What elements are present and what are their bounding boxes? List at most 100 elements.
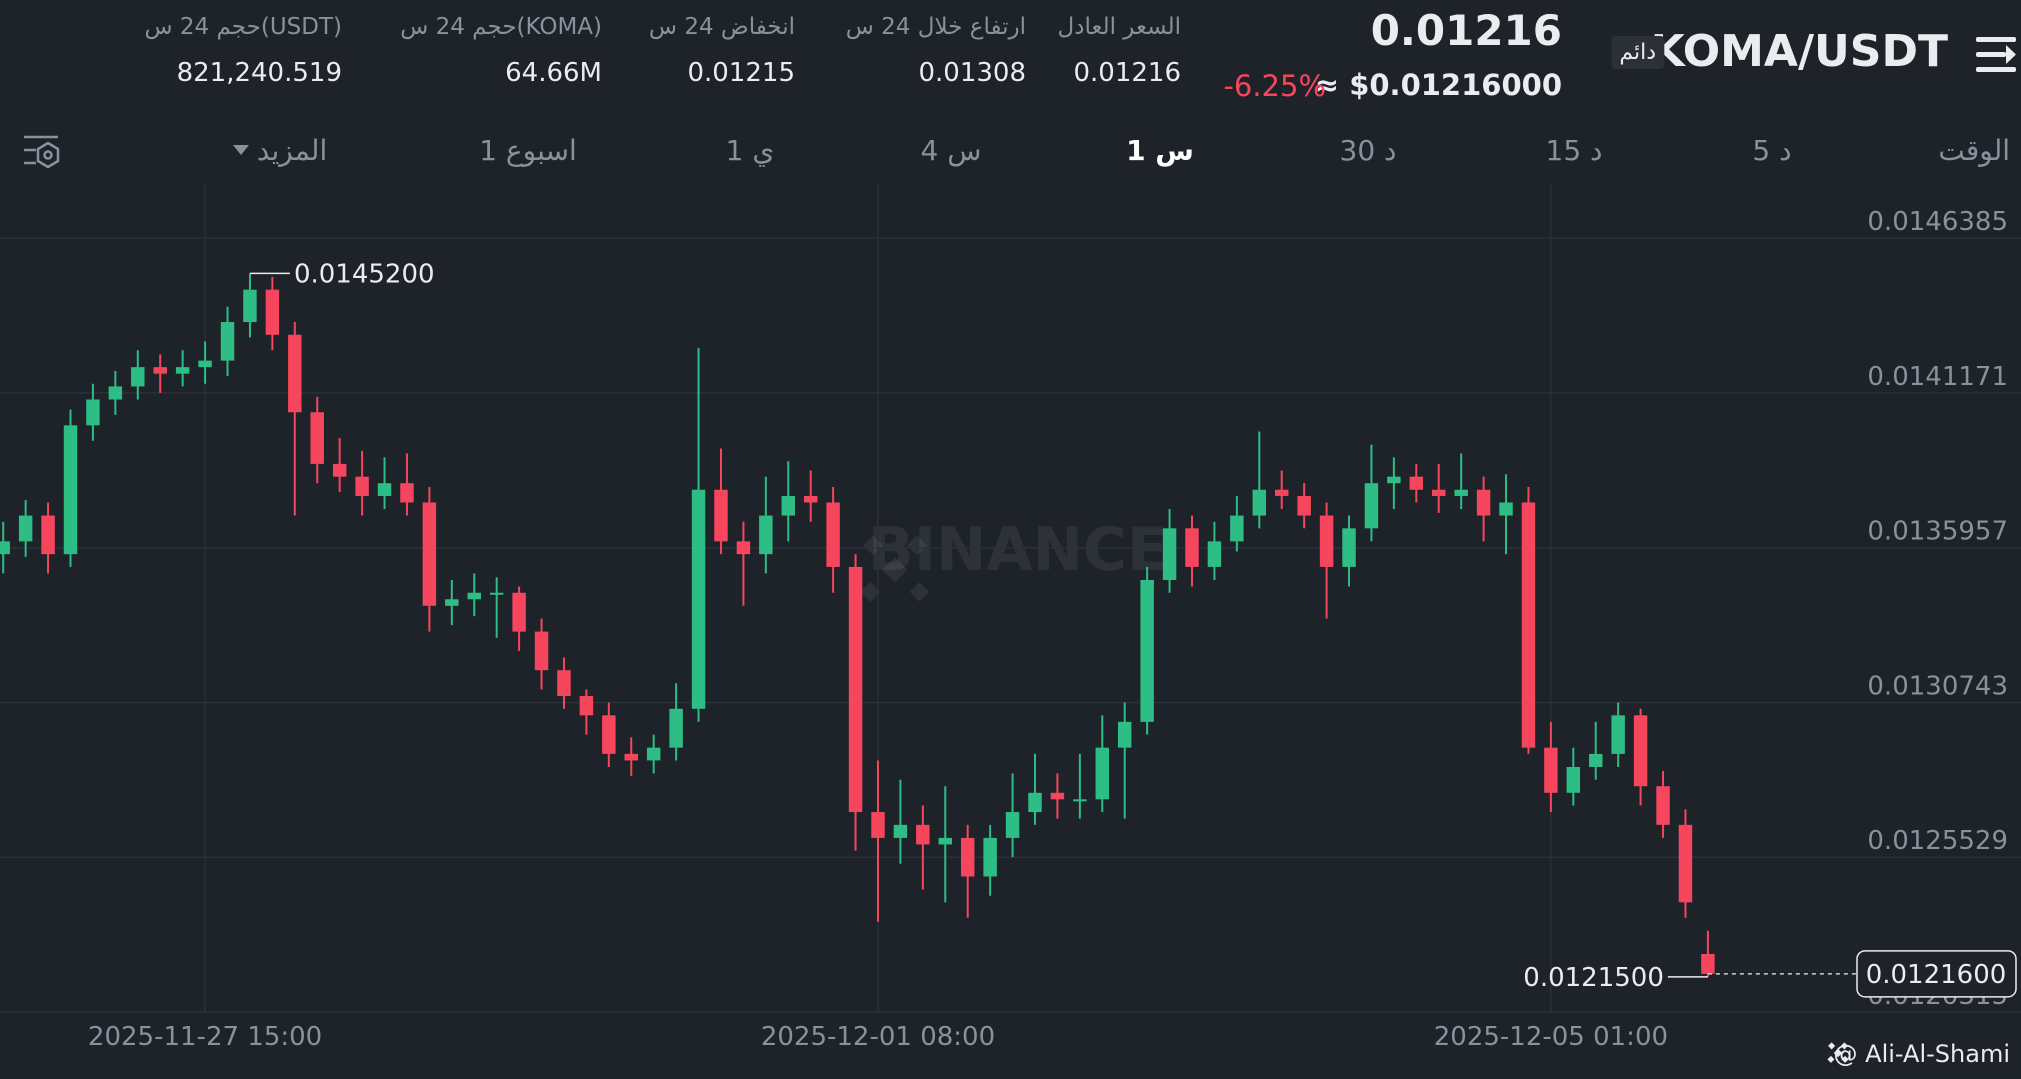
stat-value: 0.01308 [918,58,1026,88]
candle-body [265,289,280,335]
candle-body [86,399,100,426]
price-change: -6.25% [1223,69,1326,103]
candle-body [759,515,773,555]
annotation-label: 0.0121500 [1523,963,1664,993]
timeframe-tab[interactable]: 1 س [1126,134,1194,167]
plot [0,273,1715,977]
candle-body [1633,715,1648,787]
candle-body [714,489,728,542]
candle-body [983,837,997,877]
timeframe-tab[interactable]: 1 اسبوع [479,134,577,167]
candle-body [41,515,55,555]
settings-icon[interactable] [24,135,60,169]
candle-body [579,696,594,716]
candle-body [1028,792,1042,813]
candle-body [175,367,190,374]
timeframe-tab[interactable]: 5 د [1752,134,1792,167]
stat-label: حجم 24 س(USDT) [144,14,343,40]
candle-body [1701,953,1715,974]
dropdown-arrow [233,145,249,155]
stat-value: 0.01216 [1073,58,1181,88]
x-tick-label: 2025-12-05 01:00 [1434,1022,1668,1052]
candle-body [557,670,571,697]
candle-body [1230,515,1244,542]
candle-body [0,541,10,555]
candle-body [1499,502,1513,516]
candle-body [1432,489,1446,496]
stat-value: 0.01215 [687,58,795,88]
stat-label: انخفاض 24 س [648,14,795,40]
candle-body [400,483,414,503]
y-tick-label: 0.0125529 [1867,826,2008,856]
stat-value: 64.66M [505,58,602,88]
candle-body [377,483,392,496]
y-tick-label: 0.0146385 [1867,207,2008,237]
watermark: BINANCE [868,515,1168,585]
timeframe-tab[interactable]: 1 ي [725,134,775,167]
candle-body [1387,476,1401,484]
candle-body [602,715,616,754]
candle-body [736,541,751,555]
candle-body [781,495,795,516]
candle-body [332,463,347,477]
candle-body [1117,721,1132,748]
candle-body [1095,747,1110,800]
candle-body [893,824,908,838]
candle-body [938,837,953,845]
candle-body [63,425,78,555]
y-tick-label: 0.0130743 [1867,671,2008,701]
candle-body [826,502,840,567]
usd-price: ≈ $0.01216000 [1314,68,1562,102]
candle-body [1319,515,1334,567]
x-tick-label: 2025-12-01 08:00 [761,1022,995,1052]
candle-body [220,322,235,361]
y-tick-label: 0.0135957 [1867,517,2008,547]
candle-body [1140,579,1154,722]
timeframe-tab[interactable]: 4 س [920,134,982,167]
timeframe-tab[interactable]: المزيد [256,134,328,167]
candle-body [916,824,930,845]
stat-label: السعر العادل [1057,14,1181,40]
candle-body [1073,799,1087,802]
candle-body [1678,824,1693,903]
candle-body [18,515,33,542]
menu-icon[interactable] [1976,37,2016,72]
candle-body [1297,495,1311,516]
stat-value: 821,240.519 [176,58,342,88]
stat-label: ارتفاع خلال 24 س [845,14,1026,40]
candle-body [1589,753,1603,767]
last-price-label: 0.0121600 [1866,960,2007,990]
timeframe-tab[interactable]: 15 د [1545,134,1603,167]
candle-body [467,592,481,600]
candle-body [691,489,706,709]
candle-body [1566,766,1581,793]
contract-badge: دائم [1611,36,1664,69]
candle-body [1409,476,1424,490]
candle-body [310,412,324,464]
candle-body [243,289,257,323]
candle-body [1252,489,1267,516]
candle-body [848,566,863,813]
candle-body [669,708,683,748]
candle-body [960,837,975,877]
candle-body [153,367,167,374]
candle-body [1611,715,1625,754]
x-tick-label: 2025-11-27 15:00 [88,1022,322,1052]
candle-body [1274,489,1289,496]
candle-body [871,812,885,838]
candle-body [355,476,369,496]
candle-body [1364,483,1379,529]
candle-body [1521,502,1536,748]
candle-body [624,753,638,761]
candle-body [1185,528,1199,567]
candle-body [1005,812,1020,838]
timeframe-tab[interactable]: الوقت [1938,134,2010,167]
y-tick-label: 0.0141171 [1867,362,2008,392]
candle-body [1544,747,1558,793]
candle-body [131,367,145,387]
candle-body [1207,541,1222,567]
timeframe-tab[interactable]: 30 د [1339,134,1397,167]
stat-label: حجم 24 س(KOMA) [400,14,602,40]
last-price-box [1856,950,2017,998]
